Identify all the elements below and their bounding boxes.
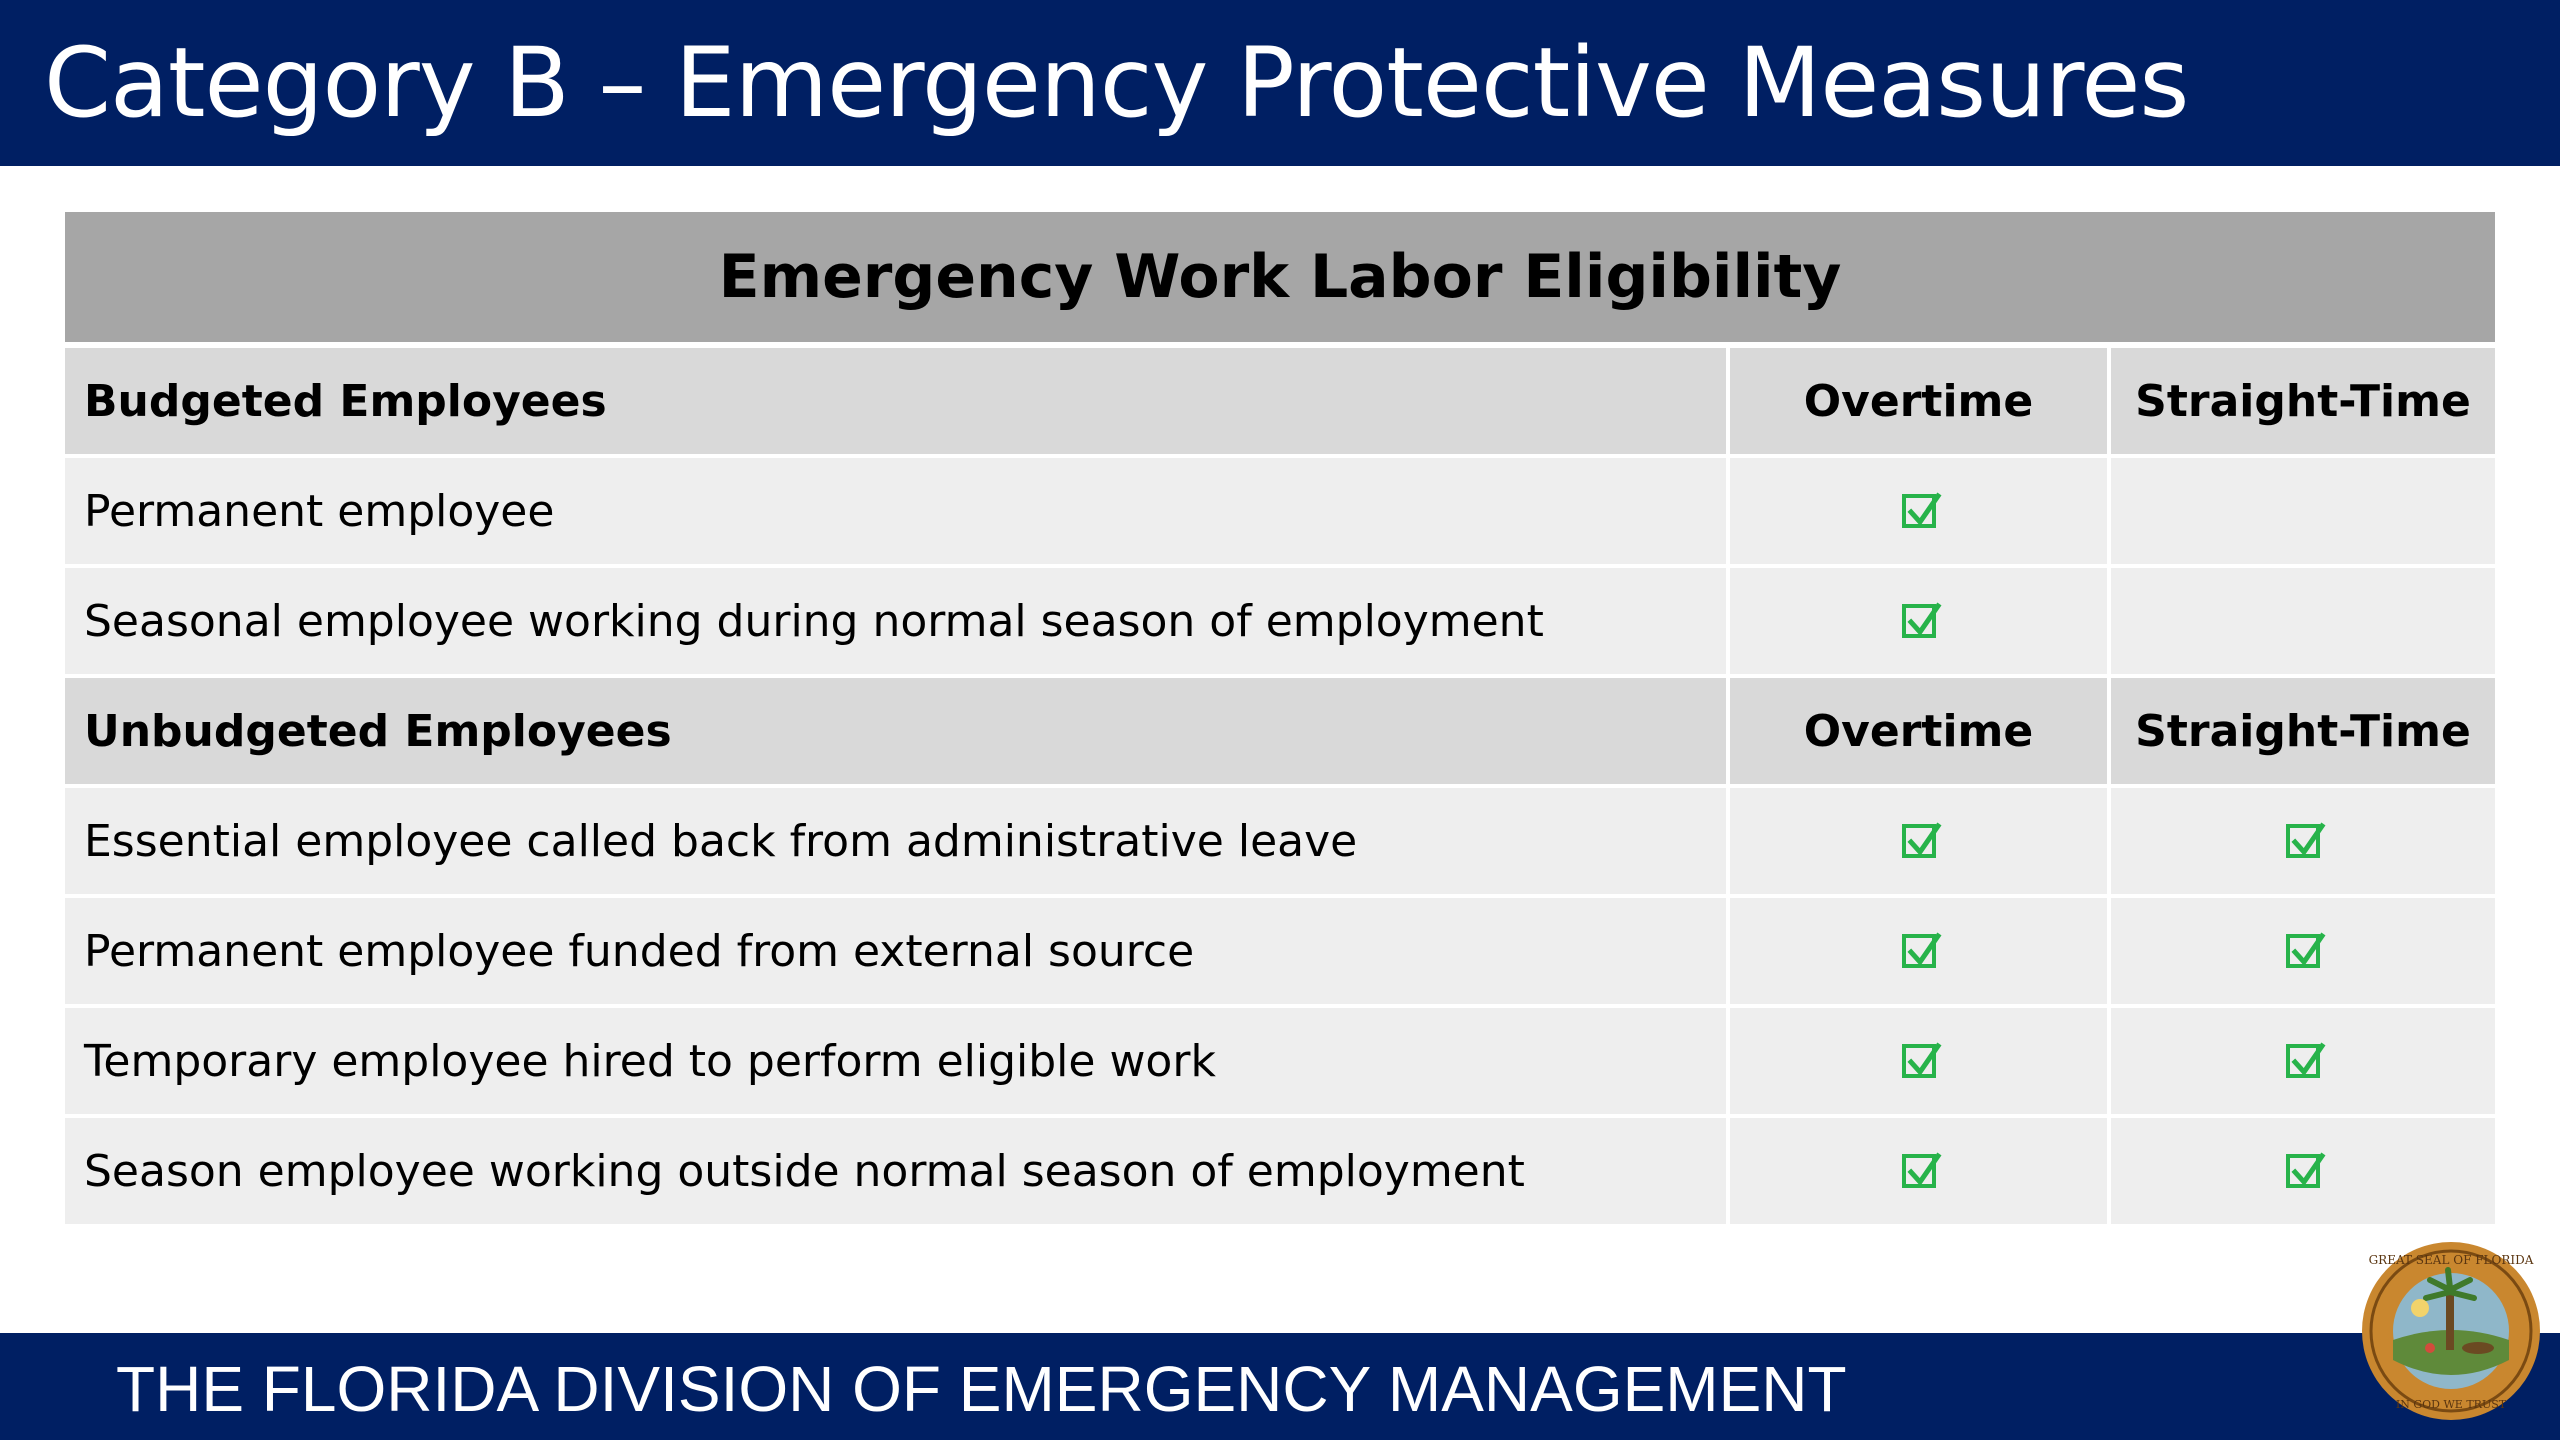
overtime-cell	[1730, 898, 2111, 1008]
table-row: Temporary employee hired to perform elig…	[65, 1008, 2495, 1118]
column-header-overtime: Overtime	[1730, 678, 2111, 788]
section-heading: Unbudgeted Employees	[65, 678, 1730, 788]
table-row: Permanent employee	[65, 458, 2495, 568]
checkbox-checked-icon	[1901, 492, 1941, 528]
straight-time-cell	[2111, 1008, 2495, 1118]
overtime-cell	[1730, 458, 2111, 568]
row-label: Temporary employee hired to perform elig…	[65, 1008, 1730, 1118]
column-header-straight-time: Straight-Time	[2111, 348, 2495, 458]
straight-time-cell	[2111, 788, 2495, 898]
svg-text:IN GOD WE TRUST: IN GOD WE TRUST	[2396, 1398, 2507, 1411]
checkbox-checked-icon	[1901, 932, 1941, 968]
section-header-unbudgeted: Unbudgeted Employees Overtime Straight-T…	[65, 678, 2495, 788]
straight-time-cell	[2111, 458, 2495, 568]
straight-time-cell	[2111, 1118, 2495, 1228]
section-header-budgeted: Budgeted Employees Overtime Straight-Tim…	[65, 348, 2495, 458]
table-row: Season employee working outside normal s…	[65, 1118, 2495, 1228]
checkbox-checked-icon	[2286, 822, 2326, 858]
table-title: Emergency Work Labor Eligibility	[65, 212, 2495, 342]
checkbox-checked-icon	[1901, 1152, 1941, 1188]
overtime-cell	[1730, 1008, 2111, 1118]
title-bar	[0, 0, 2560, 166]
checkbox-checked-icon	[1901, 602, 1941, 638]
row-label: Permanent employee funded from external …	[65, 898, 1730, 1008]
table-row: Permanent employee funded from external …	[65, 898, 2495, 1008]
eligibility-table: Emergency Work Labor Eligibility Budgete…	[65, 212, 2495, 1228]
checkbox-checked-icon	[1901, 822, 1941, 858]
row-label: Seasonal employee working during normal …	[65, 568, 1730, 678]
table-row: Essential employee called back from admi…	[65, 788, 2495, 898]
column-header-straight-time: Straight-Time	[2111, 678, 2495, 788]
column-header-overtime: Overtime	[1730, 348, 2111, 458]
section-heading: Budgeted Employees	[65, 348, 1730, 458]
footer-text: THE FLORIDA DIVISION OF EMERGENCY MANAGE…	[116, 1353, 1847, 1425]
checkbox-checked-icon	[2286, 1042, 2326, 1078]
checkbox-checked-icon	[2286, 1152, 2326, 1188]
footer-bar	[0, 1333, 2560, 1440]
row-label: Permanent employee	[65, 458, 1730, 568]
florida-seal-icon: GREAT SEAL OF FLORIDA IN GOD WE TRUST	[2362, 1242, 2540, 1420]
checkbox-checked-icon	[1901, 1042, 1941, 1078]
seal-lettering: GREAT SEAL OF FLORIDA	[2369, 1253, 2534, 1267]
table-row: Seasonal employee working during normal …	[65, 568, 2495, 678]
overtime-cell	[1730, 1118, 2111, 1228]
straight-time-cell	[2111, 568, 2495, 678]
row-label: Essential employee called back from admi…	[65, 788, 1730, 898]
overtime-cell	[1730, 568, 2111, 678]
straight-time-cell	[2111, 898, 2495, 1008]
slide-title: Category B – Emergency Protective Measur…	[44, 27, 2189, 139]
row-label: Season employee working outside normal s…	[65, 1118, 1730, 1228]
overtime-cell	[1730, 788, 2111, 898]
checkbox-checked-icon	[2286, 932, 2326, 968]
